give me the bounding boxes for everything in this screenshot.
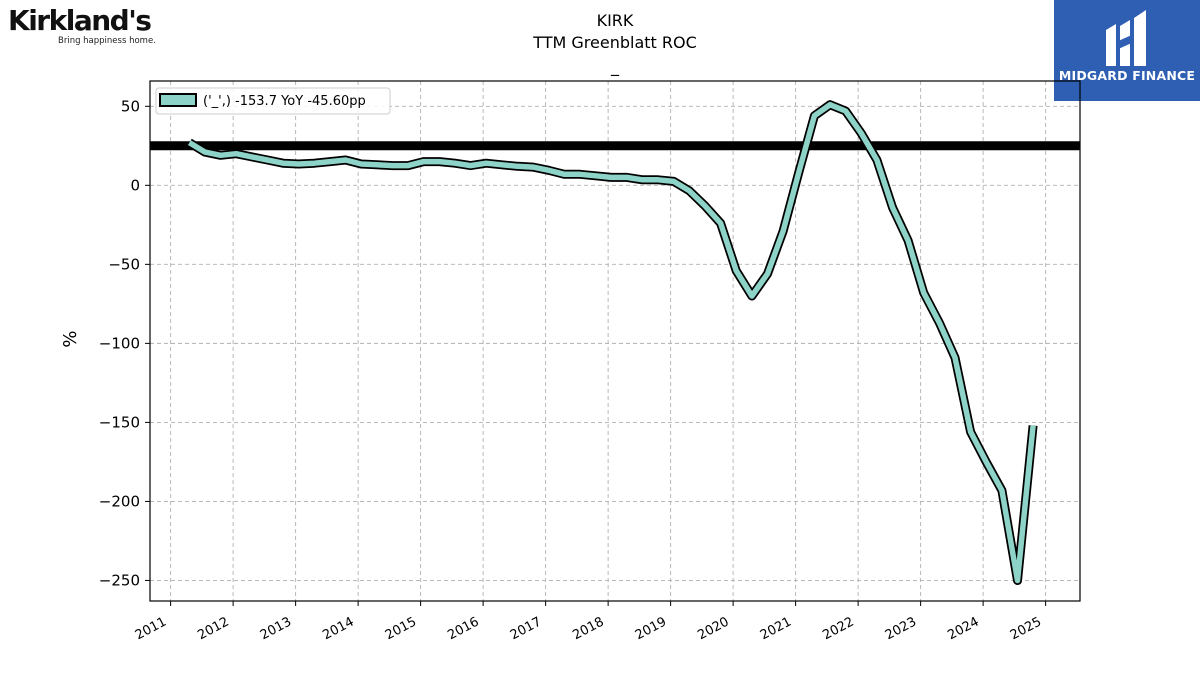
midgard-finance-logo: MIDGARD FINANCE [1054, 0, 1200, 101]
chart-title-line: TTM Greenblatt ROC [532, 33, 697, 52]
x-tick-label: 2018 [570, 615, 606, 644]
legend-box [155, 87, 391, 115]
plot-frame [149, 80, 1081, 602]
x-tick-label: 2011 [133, 615, 169, 644]
y-tick-label: 50 [121, 97, 140, 115]
chart-title-line: _ [610, 57, 620, 77]
x-tick-label: 2023 [883, 615, 919, 644]
y-tick-label: −50 [108, 255, 140, 273]
x-tick-label: 2012 [195, 615, 231, 644]
y-tick-label: −100 [99, 334, 140, 352]
x-tick-label: 2013 [258, 615, 294, 644]
midgard-emblem-icon [1106, 10, 1146, 66]
y-axis-label: % [60, 330, 81, 347]
midgard-finance-text: MIDGARD FINANCE [1058, 68, 1196, 83]
x-tick-label: 2020 [695, 615, 731, 644]
y-tick-label: −150 [99, 413, 140, 431]
y-tick-label: 0 [130, 176, 140, 194]
series-line [187, 101, 1036, 584]
x-tick-label: 2019 [633, 615, 669, 644]
x-tick-label: 2017 [508, 615, 544, 644]
legend-label: ('_',) -153.7 YoY -45.60pp [203, 94, 366, 109]
kirklands-logo: Kirkland's Bring happiness home. [8, 6, 158, 50]
kirklands-wordmark: Kirkland's [8, 4, 152, 37]
x-tick-label: 2015 [383, 615, 419, 644]
kirklands-tagline: Bring happiness home. [58, 36, 156, 46]
x-tick-label: 2016 [445, 615, 481, 644]
y-tick-label: −250 [99, 571, 140, 589]
x-tick-label: 2024 [945, 615, 981, 644]
y-tick-label: −200 [99, 492, 140, 510]
chart-title-line: KIRK [597, 11, 634, 30]
x-tick-label: 2025 [1008, 615, 1044, 644]
x-tick-label: 2022 [820, 615, 856, 644]
x-tick-label: 2021 [758, 615, 794, 644]
x-tick-label: 2014 [320, 615, 356, 644]
legend-swatch [159, 93, 197, 107]
